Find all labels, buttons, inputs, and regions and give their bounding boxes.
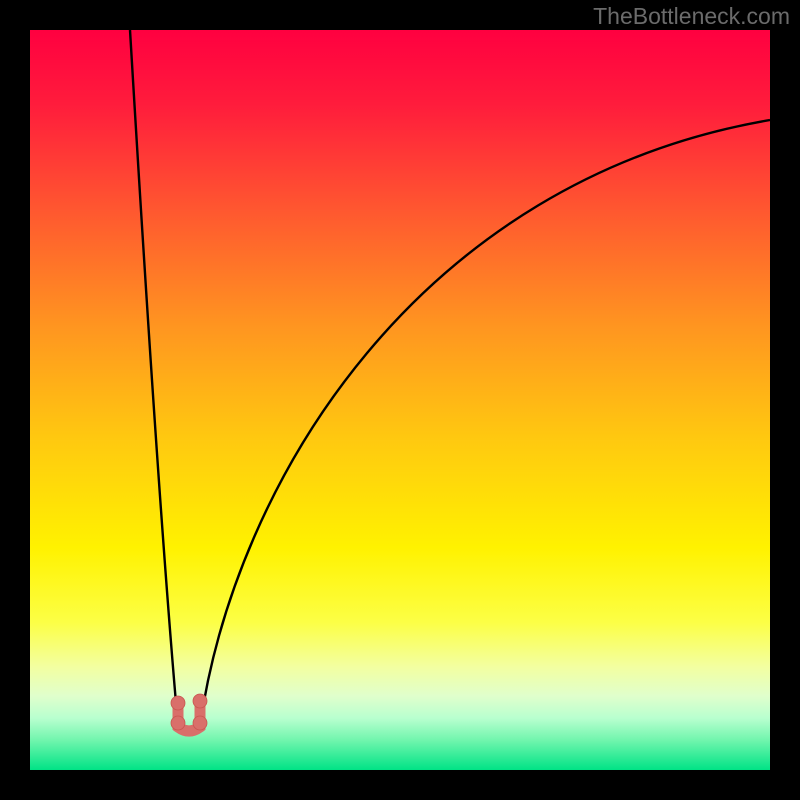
left-bot-dot bbox=[171, 716, 185, 730]
right-bot-dot bbox=[193, 716, 207, 730]
left-top-dot bbox=[171, 696, 185, 710]
right-top-dot bbox=[193, 694, 207, 708]
curve-left-arm bbox=[130, 30, 178, 726]
curve-right-arm bbox=[200, 120, 770, 726]
watermark-text: TheBottleneck.com bbox=[593, 3, 790, 30]
chart-svg bbox=[0, 0, 800, 800]
